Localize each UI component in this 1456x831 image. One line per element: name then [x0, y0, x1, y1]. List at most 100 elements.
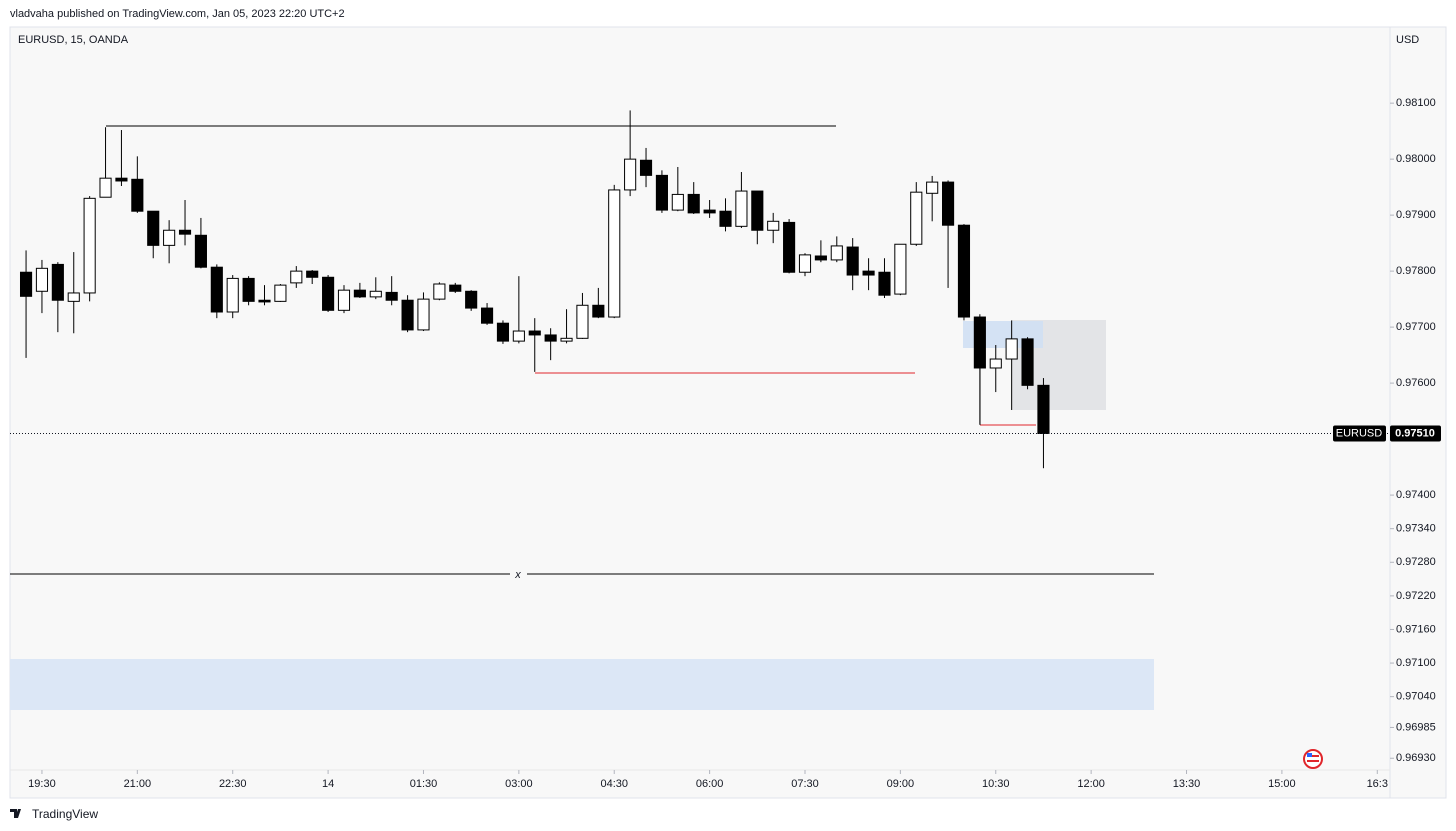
candle-body — [894, 243, 907, 295]
x-tick-label: 07:30 — [791, 778, 819, 790]
candle-body — [83, 197, 96, 294]
candle-body — [862, 270, 875, 276]
currency-label: USD — [1396, 34, 1419, 46]
candle-body — [735, 190, 748, 227]
zone — [10, 659, 1154, 710]
candle-body — [306, 270, 319, 278]
y-tick-label: 0.97340 — [1396, 523, 1436, 535]
candle-body — [274, 284, 287, 302]
candle-body — [973, 316, 986, 369]
y-tick-label: 0.97040 — [1396, 691, 1436, 703]
candle-body — [51, 263, 64, 301]
y-tick-label: 0.98000 — [1396, 153, 1436, 165]
candle-body — [178, 229, 192, 235]
x-tick-label: 06:00 — [696, 778, 724, 790]
y-tick-label: 0.97280 — [1396, 556, 1436, 568]
x-tick-label: 13:30 — [1173, 778, 1201, 790]
y-tick-label: 0.97700 — [1396, 321, 1436, 333]
candle-body — [290, 270, 303, 284]
x-tick-label: 03:00 — [505, 778, 533, 790]
candle-body — [751, 190, 764, 231]
candle-body — [1037, 384, 1050, 434]
candle-body — [433, 283, 446, 300]
candle-body — [194, 234, 207, 268]
x-tick-label: 19:30 — [28, 778, 56, 790]
candle-body — [783, 221, 796, 273]
candle-body — [496, 322, 510, 342]
candle-body — [385, 291, 398, 301]
candle-body — [131, 178, 144, 212]
candle-body — [957, 224, 971, 318]
candle-body — [1005, 338, 1018, 360]
x-tick-label: 16:3 — [1367, 778, 1388, 790]
plot — [19, 110, 1050, 469]
candle-body — [258, 299, 271, 303]
price-tag — [1390, 425, 1441, 442]
x-tick-label: 15:00 — [1268, 778, 1296, 790]
brand: TradingView — [32, 807, 98, 821]
x-tick-label: 04:30 — [600, 778, 628, 790]
candle-body — [465, 290, 478, 309]
candle-body — [449, 284, 462, 292]
candle-body — [242, 277, 255, 302]
candle-body — [926, 181, 939, 194]
y-tick-label: 0.98100 — [1396, 97, 1436, 109]
candle-body — [942, 181, 955, 226]
candle-body — [337, 289, 351, 311]
symbol-tag-label: EURUSD — [1336, 427, 1383, 439]
candle-body — [322, 276, 335, 311]
symbol-title: EURUSD, 15, OANDA — [18, 34, 129, 46]
candle-body — [163, 229, 176, 246]
candle-body — [1021, 338, 1034, 386]
candle-body — [35, 267, 49, 292]
candle-body — [687, 193, 700, 214]
x-tick-label: 10:30 — [982, 778, 1010, 790]
y-tick-label: 0.97900 — [1396, 209, 1436, 221]
flag-icon — [1303, 749, 1323, 769]
candle-body — [115, 177, 128, 182]
symbol-tag — [1333, 425, 1386, 442]
y-tick-label: 0.97600 — [1396, 377, 1436, 389]
candle-body — [401, 299, 414, 331]
candle-body — [417, 298, 430, 331]
y-tick-label: 0.97800 — [1396, 265, 1436, 277]
x-tick-label: 22:30 — [219, 778, 247, 790]
y-tick-label: 0.97220 — [1396, 590, 1436, 602]
candle-body — [655, 174, 668, 211]
candle-body — [814, 255, 827, 261]
y-tick-label: 0.96930 — [1396, 752, 1436, 764]
candle-body — [878, 271, 891, 296]
y-tick-label: 0.97400 — [1396, 489, 1436, 501]
y-tick-label: 0.96985 — [1396, 721, 1436, 733]
candle-body — [910, 191, 923, 245]
candle-body — [608, 189, 621, 318]
x-tick-label: 12:00 — [1077, 778, 1105, 790]
candle-body — [798, 254, 812, 273]
candle-body — [19, 271, 33, 297]
logo — [10, 809, 21, 818]
candle-body — [576, 304, 589, 339]
candle-body — [512, 330, 525, 342]
candle-body — [353, 289, 366, 298]
candle-body — [719, 210, 732, 227]
candle-body — [846, 246, 859, 276]
candle-body — [369, 290, 382, 298]
candle-body — [671, 193, 684, 211]
candle-body — [480, 307, 494, 324]
x-tick-label: 21:00 — [124, 778, 152, 790]
price-tag-label: 0.97510 — [1395, 427, 1435, 439]
candle-body — [528, 330, 541, 336]
x-tick-label: 14 — [322, 778, 334, 790]
candle-body — [989, 358, 1002, 369]
candle-body — [99, 177, 112, 198]
x-tick-label: 01:30 — [410, 778, 438, 790]
candle-body — [624, 158, 637, 191]
candle-body — [560, 337, 573, 342]
y-tick-label: 0.97100 — [1396, 657, 1436, 669]
publish-info: vladvaha published on TradingView.com, J… — [10, 8, 345, 20]
candle-body — [767, 220, 780, 231]
x-tick-label: 09:00 — [887, 778, 915, 790]
candle-body — [67, 292, 80, 302]
candle-body — [226, 277, 239, 313]
